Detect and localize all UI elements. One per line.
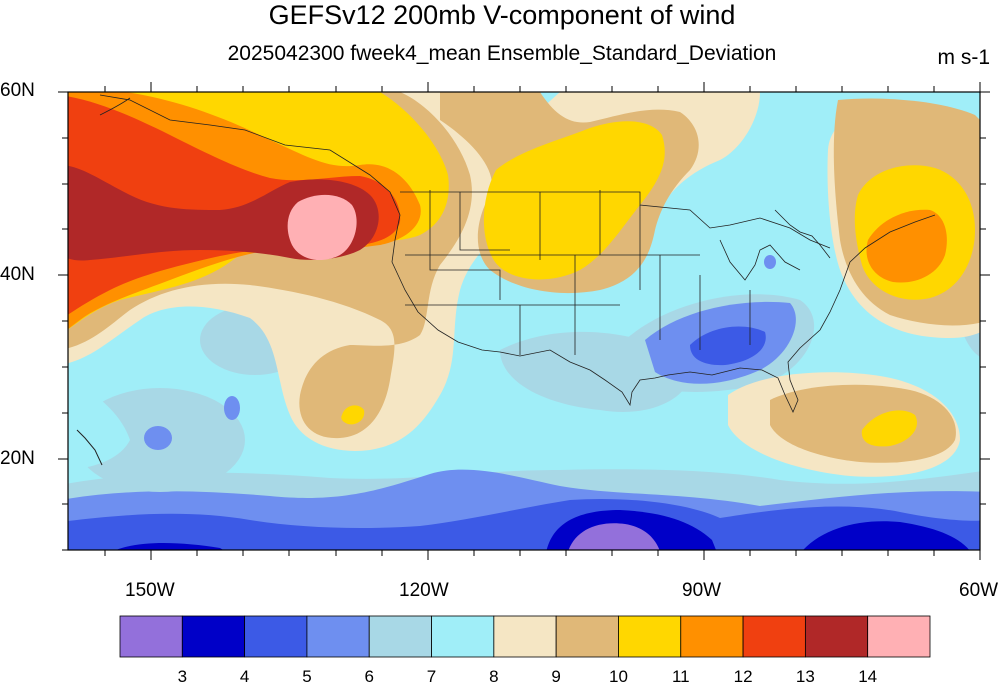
colorbar-swatch — [244, 615, 308, 658]
colorbar-swatch — [493, 615, 557, 658]
contour-field — [68, 92, 980, 550]
lat-label-60n: 60N — [0, 80, 35, 101]
colorbar-swatch — [431, 615, 495, 658]
map-title: GEFSv12 200mb V-component of wind — [268, 0, 736, 30]
colorbar-label: 7 — [427, 667, 436, 683]
colorbar-label: 3 — [178, 667, 187, 683]
colorbar-label: 4 — [240, 667, 249, 683]
units-label: m s-1 — [937, 46, 991, 69]
colorbar-swatch — [804, 615, 869, 658]
lat-label-40n: 40N — [0, 264, 35, 285]
colorbar-label: 5 — [302, 667, 311, 683]
colorbar-label: 10 — [609, 667, 628, 683]
colorbar-label: 14 — [858, 667, 877, 683]
lat-label-20n: 20N — [0, 448, 35, 469]
colorbar-swatch — [119, 615, 183, 658]
colorbar-label: 12 — [734, 667, 753, 683]
colorbar-swatch — [867, 615, 931, 658]
colorbar-swatch — [618, 615, 682, 658]
colorbar-label: 9 — [551, 667, 560, 683]
colorbar: 3 4 5 6 7 8 9 10 11 12 13 14 — [119, 615, 931, 683]
lon-label-60w: 60W — [959, 580, 999, 601]
colorbar-label: 8 — [489, 667, 498, 683]
colorbar-label: 13 — [796, 667, 815, 683]
colorbar-swatch — [368, 615, 432, 658]
map-subtitle: 2025042300 fweek4_mean Ensemble_Standard… — [227, 42, 777, 65]
axis-ticks — [58, 82, 990, 560]
colorbar-swatch — [181, 615, 246, 658]
lon-label-150w: 150W — [125, 580, 175, 601]
colorbar-label: 11 — [672, 667, 690, 683]
lon-label-120w: 120W — [399, 580, 449, 601]
colorbar-swatch — [555, 615, 619, 658]
colorbar-label: 6 — [364, 667, 373, 683]
colorbar-swatch — [680, 615, 744, 658]
colorbar-swatch — [742, 615, 806, 658]
colorbar-swatch — [306, 615, 370, 658]
lon-label-90w: 90W — [682, 580, 722, 601]
